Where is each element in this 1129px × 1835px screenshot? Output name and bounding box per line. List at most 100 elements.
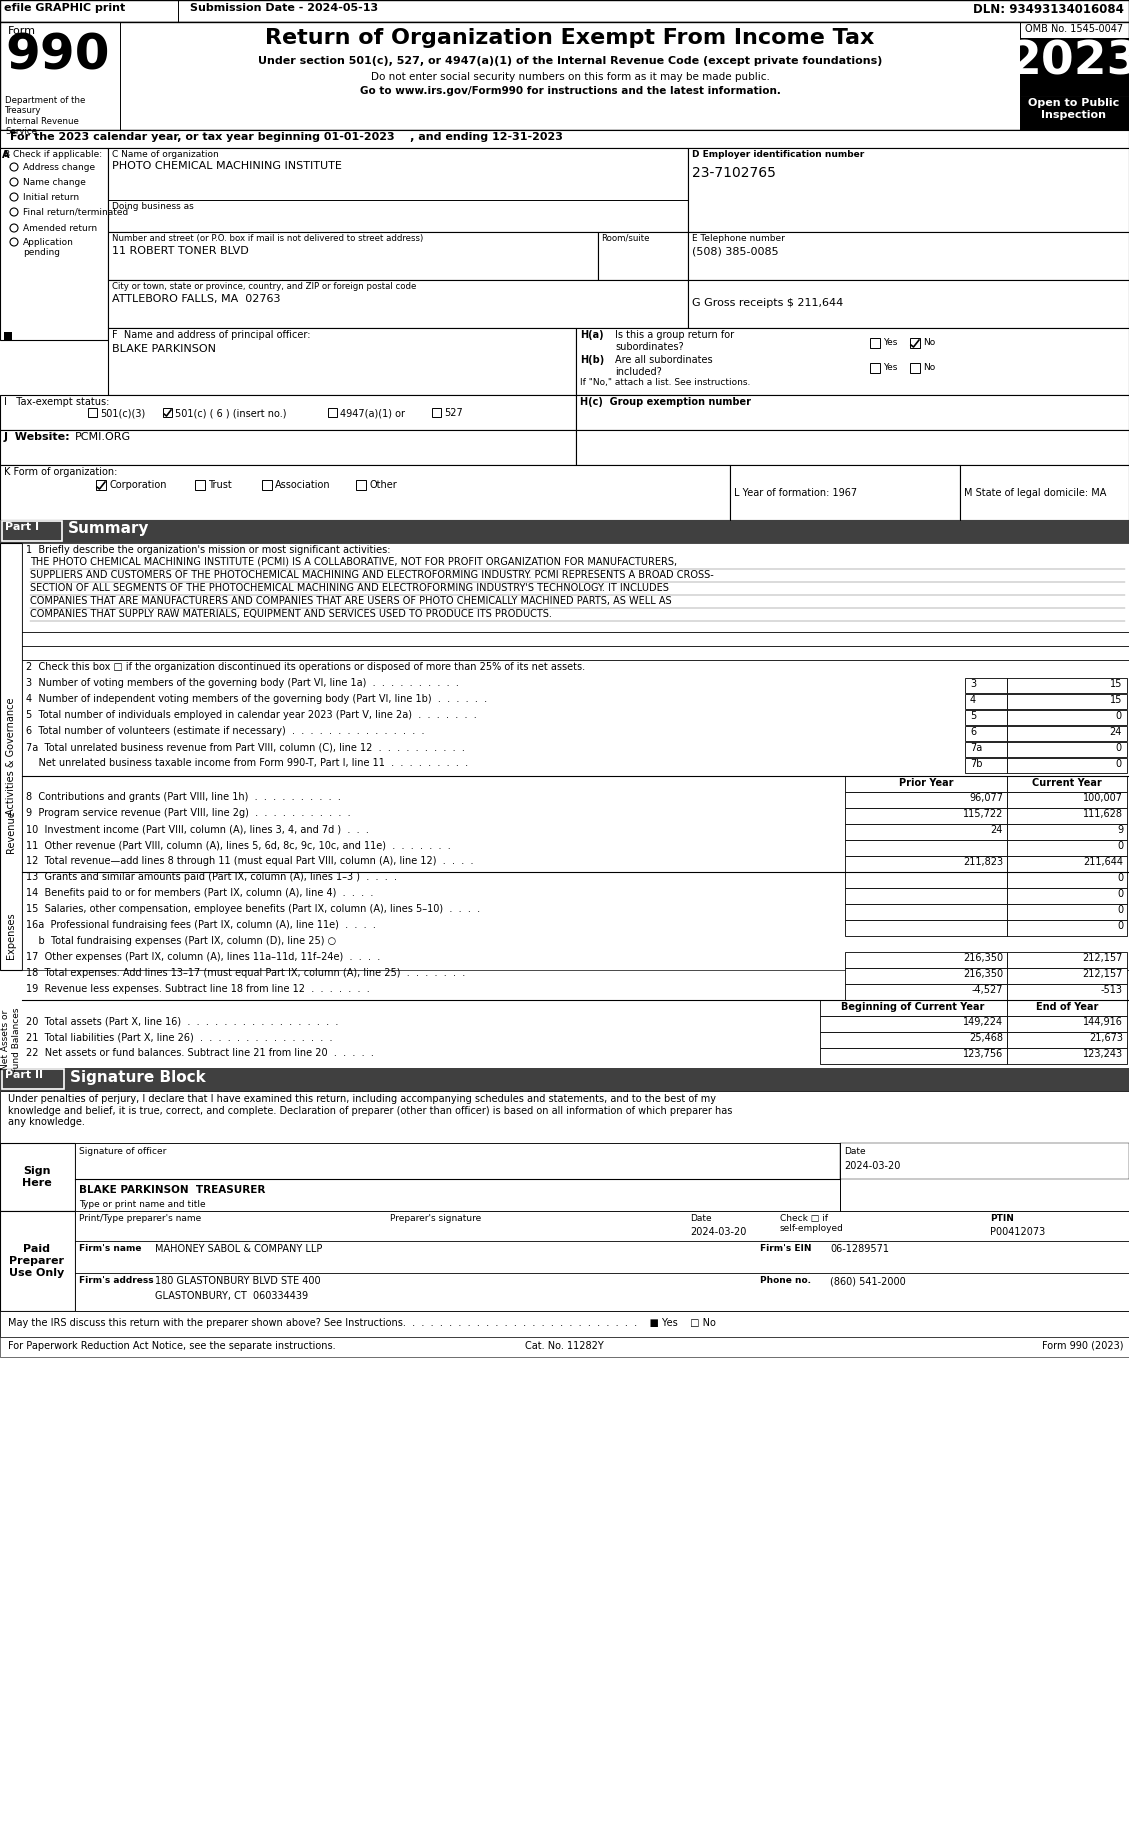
Text: Phone no.: Phone no. xyxy=(760,1275,811,1284)
Text: 211,823: 211,823 xyxy=(963,857,1003,866)
Text: Yes: Yes xyxy=(883,338,898,347)
Text: 3  Number of voting members of the governing body (Part VI, line 1a)  .  .  .  .: 3 Number of voting members of the govern… xyxy=(26,677,458,688)
Bar xyxy=(820,1017,1007,1031)
Text: For the 2023 calendar year, or tax year beginning 01-01-2023    , and ending 12-: For the 2023 calendar year, or tax year … xyxy=(10,132,563,141)
Text: 990: 990 xyxy=(5,31,110,81)
Text: Is this a group return for: Is this a group return for xyxy=(615,330,734,339)
Bar xyxy=(844,888,1007,905)
Bar xyxy=(0,0,1129,22)
Text: 111,628: 111,628 xyxy=(1083,809,1123,818)
Bar xyxy=(820,1000,1007,1017)
Text: Form 990 (2023): Form 990 (2023) xyxy=(1041,1341,1123,1351)
Text: 2023: 2023 xyxy=(1008,40,1129,84)
Text: F  Name and address of principal officer:: F Name and address of principal officer: xyxy=(112,330,310,339)
Text: OMB No. 1545-0047: OMB No. 1545-0047 xyxy=(1025,24,1123,35)
Bar xyxy=(910,363,920,373)
Text: I   Tax-exempt status:: I Tax-exempt status: xyxy=(5,396,110,407)
Text: 211,644: 211,644 xyxy=(1083,857,1123,866)
Text: 3: 3 xyxy=(970,679,977,688)
Bar xyxy=(75,1143,1129,1211)
Text: Go to www.irs.gov/Form990 for instructions and the latest information.: Go to www.irs.gov/Form990 for instructio… xyxy=(359,86,780,95)
Bar xyxy=(820,1048,1007,1064)
Bar xyxy=(1007,840,1127,855)
Bar xyxy=(1007,710,1127,725)
Bar xyxy=(195,481,205,490)
Text: 13  Grants and similar amounts paid (Part IX, column (A), lines 1–3 )  .  .  .  : 13 Grants and similar amounts paid (Part… xyxy=(26,872,397,883)
Text: Preparer's signature: Preparer's signature xyxy=(390,1215,481,1222)
Text: 11 ROBERT TONER BLVD: 11 ROBERT TONER BLVD xyxy=(112,246,248,257)
Bar xyxy=(1007,872,1127,888)
Bar xyxy=(96,481,106,490)
Text: If "No," attach a list. See instructions.: If "No," attach a list. See instructions… xyxy=(580,378,751,387)
Text: Date: Date xyxy=(844,1147,866,1156)
Bar xyxy=(1007,677,1127,694)
Text: 18  Total expenses. Add lines 13–17 (must equal Part IX, column (A), line 25)  .: 18 Total expenses. Add lines 13–17 (must… xyxy=(26,969,465,978)
Bar xyxy=(432,407,441,417)
Bar xyxy=(965,694,1007,708)
Bar xyxy=(1007,969,1127,984)
Bar xyxy=(1007,776,1127,793)
Bar xyxy=(262,481,272,490)
Text: Check □ if
self-employed: Check □ if self-employed xyxy=(780,1215,843,1233)
Text: Type or print name and title: Type or print name and title xyxy=(79,1200,205,1209)
Text: City or town, state or province, country, and ZIP or foreign postal code: City or town, state or province, country… xyxy=(112,283,417,292)
Text: PCMI.ORG: PCMI.ORG xyxy=(75,431,131,442)
Bar xyxy=(1007,1048,1127,1064)
Bar xyxy=(0,395,576,429)
Text: 527: 527 xyxy=(444,407,463,418)
Text: 10  Investment income (Part VIII, column (A), lines 3, 4, and 7d )  .  .  .: 10 Investment income (Part VIII, column … xyxy=(26,824,369,833)
Bar xyxy=(108,328,576,395)
Bar xyxy=(1007,855,1127,872)
Text: 501(c) ( 6 ) (insert no.): 501(c) ( 6 ) (insert no.) xyxy=(175,407,287,418)
Bar xyxy=(844,793,1007,807)
Text: COMPANIES THAT SUPPLY RAW MATERIALS, EQUIPMENT AND SERVICES USED TO PRODUCE ITS : COMPANIES THAT SUPPLY RAW MATERIALS, EQU… xyxy=(30,609,552,618)
Text: Firm's EIN: Firm's EIN xyxy=(760,1244,812,1253)
Bar xyxy=(688,281,1129,328)
Text: 20  Total assets (Part X, line 16)  .  .  .  .  .  .  .  .  .  .  .  .  .  .  . : 20 Total assets (Part X, line 16) . . . … xyxy=(26,1017,339,1026)
Text: Revenue: Revenue xyxy=(6,811,16,853)
Text: Association: Association xyxy=(275,481,331,490)
Text: GLASTONBURY, CT  060334439: GLASTONBURY, CT 060334439 xyxy=(155,1292,308,1301)
Text: PTIN: PTIN xyxy=(990,1215,1014,1222)
Text: 4: 4 xyxy=(970,695,977,705)
Text: MAHONEY SABOL & COMPANY LLP: MAHONEY SABOL & COMPANY LLP xyxy=(155,1244,323,1253)
Bar xyxy=(844,969,1007,984)
Text: 0: 0 xyxy=(1117,888,1123,899)
Text: 2024-03-20: 2024-03-20 xyxy=(690,1228,746,1237)
Text: 501(c)(3): 501(c)(3) xyxy=(100,407,146,418)
Bar xyxy=(840,1143,1129,1180)
Text: 8  Contributions and grants (Part VIII, line 1h)  .  .  .  .  .  .  .  .  .  .: 8 Contributions and grants (Part VIII, l… xyxy=(26,793,341,802)
Text: 149,224: 149,224 xyxy=(963,1017,1003,1028)
Text: Corporation: Corporation xyxy=(110,481,166,490)
Text: Doing business as: Doing business as xyxy=(112,202,194,211)
Text: Form: Form xyxy=(8,26,36,37)
Text: 24: 24 xyxy=(1110,727,1122,738)
Text: No: No xyxy=(924,338,935,347)
Text: Paid
Preparer
Use Only: Paid Preparer Use Only xyxy=(9,1244,64,1277)
Text: K Form of organization:: K Form of organization: xyxy=(5,466,117,477)
Bar xyxy=(163,407,172,417)
Bar xyxy=(960,464,1129,519)
Text: 06-1289571: 06-1289571 xyxy=(830,1244,889,1253)
Text: 0: 0 xyxy=(1117,840,1123,851)
Text: Amended return: Amended return xyxy=(23,224,97,233)
Bar xyxy=(688,231,1129,281)
Bar xyxy=(910,338,920,349)
Bar xyxy=(576,328,1129,395)
Text: 4  Number of independent voting members of the governing body (Part VI, line 1b): 4 Number of independent voting members o… xyxy=(26,694,487,705)
Bar xyxy=(965,677,1007,694)
Bar xyxy=(108,149,688,231)
Text: 180 GLASTONBURY BLVD STE 400: 180 GLASTONBURY BLVD STE 400 xyxy=(155,1275,321,1286)
Text: Trust: Trust xyxy=(208,481,231,490)
Text: Name change: Name change xyxy=(23,178,86,187)
Text: ATTLEBORO FALLS, MA  02763: ATTLEBORO FALLS, MA 02763 xyxy=(112,294,280,305)
Text: 6: 6 xyxy=(970,727,977,738)
Text: Net unrelated business taxable income from Form 990-T, Part I, line 11  .  .  . : Net unrelated business taxable income fr… xyxy=(26,758,469,769)
Text: 7a: 7a xyxy=(970,743,982,752)
Text: 96,077: 96,077 xyxy=(969,793,1003,804)
Text: Yes: Yes xyxy=(883,363,898,373)
Bar xyxy=(0,22,1129,130)
Text: 7a  Total unrelated business revenue from Part VIII, column (C), line 12  .  .  : 7a Total unrelated business revenue from… xyxy=(26,741,465,752)
Text: Current Year: Current Year xyxy=(1032,778,1102,787)
Bar xyxy=(820,1031,1007,1048)
